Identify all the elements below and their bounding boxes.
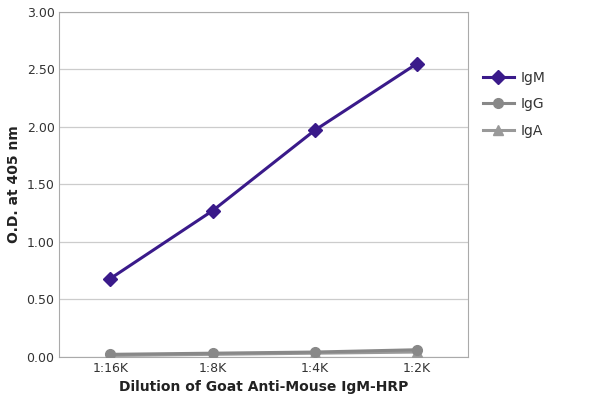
- Y-axis label: O.D. at 405 nm: O.D. at 405 nm: [7, 126, 21, 243]
- IgA: [311, 351, 319, 356]
- Line: IgG: IgG: [106, 345, 422, 359]
- IgG: [209, 351, 216, 356]
- IgM: [107, 276, 114, 281]
- IgA: [107, 353, 114, 358]
- X-axis label: Dilution of Goat Anti-Mouse IgM-HRP: Dilution of Goat Anti-Mouse IgM-HRP: [119, 380, 409, 394]
- IgG: [107, 352, 114, 357]
- IgA: [413, 350, 421, 354]
- IgG: [413, 347, 421, 352]
- IgM: [209, 208, 216, 213]
- IgA: [209, 352, 216, 357]
- IgM: [311, 128, 319, 133]
- Legend: IgM, IgG, IgA: IgM, IgG, IgA: [483, 71, 545, 138]
- IgM: [413, 61, 421, 66]
- Line: IgA: IgA: [106, 347, 422, 360]
- IgG: [311, 350, 319, 354]
- Line: IgM: IgM: [106, 59, 422, 284]
